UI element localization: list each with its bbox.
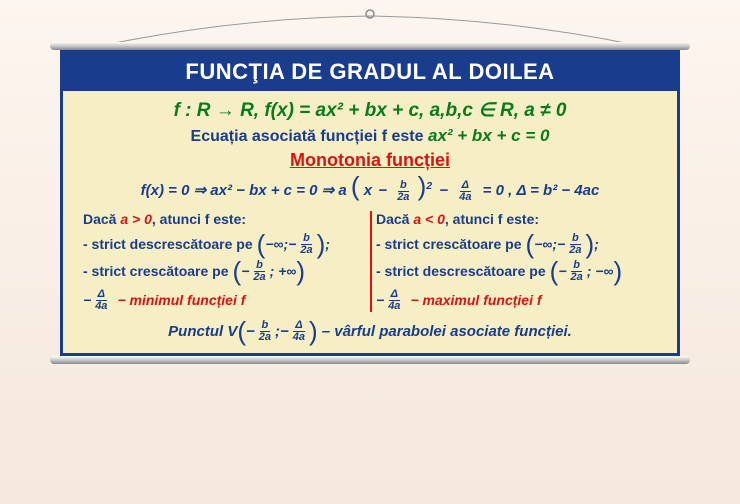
right-column: Dacă a < 0, atunci f este: - strict cres… <box>370 211 663 312</box>
right-extremum: − Δ4a − maximul funcției f <box>376 289 657 312</box>
right-item-1: - strict crescătoare pe (−∞;−b2a); <box>376 233 657 256</box>
vertex-line: Punctul V (− b2a ;− Δ4a ) – vârful parab… <box>77 320 663 343</box>
left-column: Dacă a > 0, atunci f este: - strict desc… <box>77 211 370 312</box>
two-columns: Dacă a > 0, atunci f este: - strict desc… <box>77 211 663 312</box>
left-item-1: - strict descrescătoare pe (−∞;−b2a); <box>83 233 364 256</box>
factored-equation: f(x) = 0 ⇒ ax² − bx + c = 0 ⇒ a ( x − b2… <box>77 177 663 203</box>
left-extremum: − Δ4a − minimul funcției f <box>83 289 364 312</box>
left-condition: Dacă a > 0, atunci f este: <box>83 211 364 227</box>
eq-delta: , Δ = b² − 4ac <box>508 182 599 199</box>
eq-lhs: f(x) = 0 ⇒ ax² − bx + c = 0 ⇒ a <box>141 182 347 199</box>
top-rod <box>50 42 690 50</box>
poster: FUNCŢIA DE GRADUL AL DOILEA f : R → R, f… <box>60 50 680 356</box>
associated-label: Ecuația asociată funcției f este <box>191 128 424 145</box>
poster-container: FUNCŢIA DE GRADUL AL DOILEA f : R → R, f… <box>60 42 680 364</box>
poster-content: f : R → R, f(x) = ax² + bx + c, a,b,c ∈ … <box>63 91 677 353</box>
left-item-2: - strict crescătoare pe (−b2a; +∞) <box>83 260 364 283</box>
right-condition: Dacă a < 0, atunci f este: <box>376 211 657 227</box>
function-definition: f : R → R, f(x) = ax² + bx + c, a,b,c ∈ … <box>77 99 663 122</box>
associated-equation: ax² + bx + c = 0 <box>428 126 549 145</box>
column-divider <box>370 211 372 312</box>
poster-title: FUNCŢIA DE GRADUL AL DOILEA <box>63 53 677 91</box>
associated-equation-row: Ecuația asociată funcției f este ax² + b… <box>77 126 663 146</box>
eq-x: x <box>364 182 372 199</box>
bottom-rod <box>50 356 690 364</box>
right-item-2: - strict descrescătoare pe (−b2a; −∞) <box>376 260 657 283</box>
monotonia-heading: Monotonia funcției <box>77 150 663 171</box>
